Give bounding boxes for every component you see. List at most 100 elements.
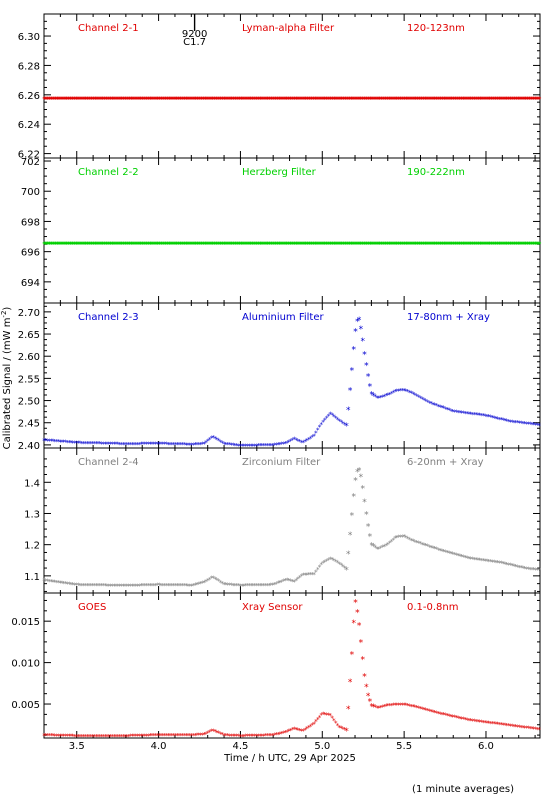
data-point: *	[97, 96, 101, 104]
data-point: *	[298, 241, 302, 249]
data-point: *	[290, 96, 294, 104]
data-point: *	[423, 241, 427, 249]
data-point: *	[125, 96, 129, 104]
data-point: *	[211, 96, 215, 104]
data-point: *	[46, 241, 50, 249]
data-point: *	[245, 241, 249, 249]
data-point: *	[224, 241, 228, 249]
data-point: *	[447, 241, 451, 249]
data-point: *	[537, 422, 541, 430]
data-point: *	[123, 241, 127, 249]
data-point: *	[131, 241, 135, 249]
data-point: *	[262, 241, 266, 249]
data-point: *	[44, 241, 48, 249]
data-point: *	[461, 241, 465, 249]
data-point: *	[61, 241, 65, 249]
data-point: *	[209, 241, 213, 249]
data-point: *	[113, 96, 117, 104]
data-point: *	[476, 241, 480, 249]
data-point: *	[505, 96, 509, 104]
data-point: *	[142, 96, 146, 104]
data-point: *	[424, 96, 428, 104]
data-point: *	[487, 241, 491, 249]
data-point: *	[398, 241, 402, 249]
data-point: *	[380, 241, 384, 249]
data-point: *	[442, 241, 446, 249]
data-point: *	[512, 241, 516, 249]
data-point: *	[500, 96, 504, 104]
data-point: *	[450, 241, 454, 249]
data-point: *	[481, 96, 485, 104]
data-point: *	[332, 241, 336, 249]
data-point: *	[161, 241, 165, 249]
y-tick-label: 1.3	[24, 509, 40, 520]
data-point: *	[436, 96, 440, 104]
data-point: *	[241, 241, 245, 249]
data-point: *	[346, 550, 351, 560]
data-point: *	[119, 241, 123, 249]
data-point: *	[452, 241, 456, 249]
data-point: *	[285, 96, 289, 104]
data-point: *	[130, 96, 134, 104]
data-point: *	[304, 241, 308, 249]
data-point: *	[448, 96, 452, 104]
data-point: *	[235, 96, 239, 104]
data-point: *	[493, 96, 497, 104]
data-point: *	[463, 241, 467, 249]
data-point: *	[78, 241, 82, 249]
data-point: *	[496, 96, 500, 104]
data-point: *	[227, 96, 231, 104]
data-point: *	[186, 241, 190, 249]
data-point: *	[298, 241, 302, 249]
data-point: *	[165, 241, 169, 249]
data-point: *	[50, 96, 54, 104]
data-point: *	[214, 96, 218, 104]
data-point: *	[364, 241, 368, 249]
data-point: *	[98, 96, 102, 104]
data-point: *	[427, 241, 431, 249]
data-point: *	[298, 96, 302, 104]
data-point: *	[522, 241, 526, 249]
data-point: *	[296, 96, 300, 104]
data-point: *	[184, 241, 188, 249]
data-point: *	[405, 241, 409, 249]
data-point: *	[162, 241, 166, 249]
data-point: *	[385, 241, 389, 249]
data-point: *	[486, 96, 490, 104]
data-point: *	[135, 241, 139, 249]
data-point: *	[366, 96, 370, 104]
data-point: *	[446, 96, 450, 104]
data-point: *	[199, 96, 203, 104]
data-point: *	[120, 96, 124, 104]
data-point: *	[291, 241, 295, 249]
data-point: *	[465, 241, 469, 249]
data-point: *	[139, 96, 143, 104]
data-point: *	[398, 96, 402, 104]
data-point: *	[90, 96, 94, 104]
data-point: *	[498, 241, 502, 249]
data-point: *	[363, 241, 367, 249]
data-point: *	[477, 241, 481, 249]
data-point: *	[93, 241, 97, 249]
panel-filter-label: Zirconium Filter	[242, 457, 321, 468]
data-point: *	[395, 241, 399, 249]
panel-filter-label: Herzberg Filter	[242, 167, 317, 178]
data-point: *	[71, 96, 75, 104]
data-point: *	[497, 241, 501, 249]
data-point: *	[209, 96, 213, 104]
data-point: *	[464, 241, 468, 249]
data-point: *	[194, 241, 198, 249]
data-point: *	[264, 96, 268, 104]
data-point: *	[317, 96, 321, 104]
data-point: *	[419, 96, 423, 104]
data-point: *	[442, 241, 446, 249]
data-point: *	[478, 241, 482, 249]
data-point: *	[271, 241, 275, 249]
data-point: *	[453, 241, 457, 249]
data-point: *	[220, 96, 224, 104]
data-point: *	[471, 96, 475, 104]
data-point: *	[321, 241, 325, 249]
data-point: *	[67, 96, 71, 104]
event-marker-class: C1.7	[183, 37, 206, 48]
data-point: *	[252, 241, 256, 249]
